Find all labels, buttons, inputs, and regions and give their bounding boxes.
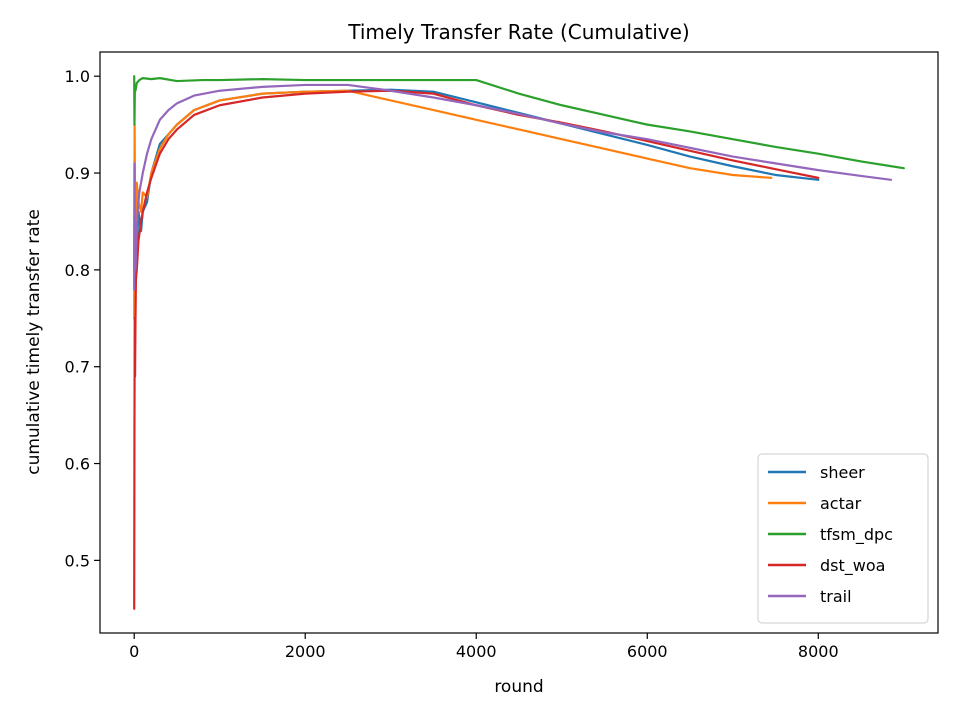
series-line-actar	[133, 89, 773, 320]
legend-box	[757, 453, 929, 624]
y-tick-label: 0.5	[65, 551, 90, 570]
chart-title: Timely Transfer Rate (Cumulative)	[347, 20, 689, 44]
legend-label: actar	[820, 494, 862, 513]
legend-label: dst_woa	[820, 556, 885, 576]
series-line-tfsm-dpc	[133, 75, 905, 170]
x-tick-label: 2000	[285, 642, 326, 661]
y-axis-label: cumulative timely transfer rate	[24, 209, 44, 475]
legend-label: tfsm_dpc	[820, 525, 893, 545]
series-layer	[133, 75, 905, 610]
x-tick-label: 8000	[798, 642, 839, 661]
legend-label: trail	[820, 587, 852, 606]
y-tick-label: 0.8	[65, 261, 90, 280]
plot-frame	[99, 51, 939, 634]
x-tick-label: 6000	[627, 642, 668, 661]
x-axis: 0 2000 4000 6000 8000	[129, 633, 839, 661]
x-axis-label: round	[494, 677, 543, 697]
y-tick-label: 0.9	[65, 164, 90, 183]
legend-label: sheer	[820, 463, 865, 482]
x-tick-label: 4000	[456, 642, 497, 661]
y-tick-label: 0.7	[65, 358, 90, 377]
series-line-trail	[133, 83, 893, 291]
y-tick-label: 1.0	[65, 67, 90, 86]
y-tick-label: 0.6	[65, 455, 90, 474]
y-axis: 0.5 0.6 0.7 0.8 0.9 1.0	[65, 67, 100, 570]
x-tick-label: 0	[129, 642, 139, 661]
